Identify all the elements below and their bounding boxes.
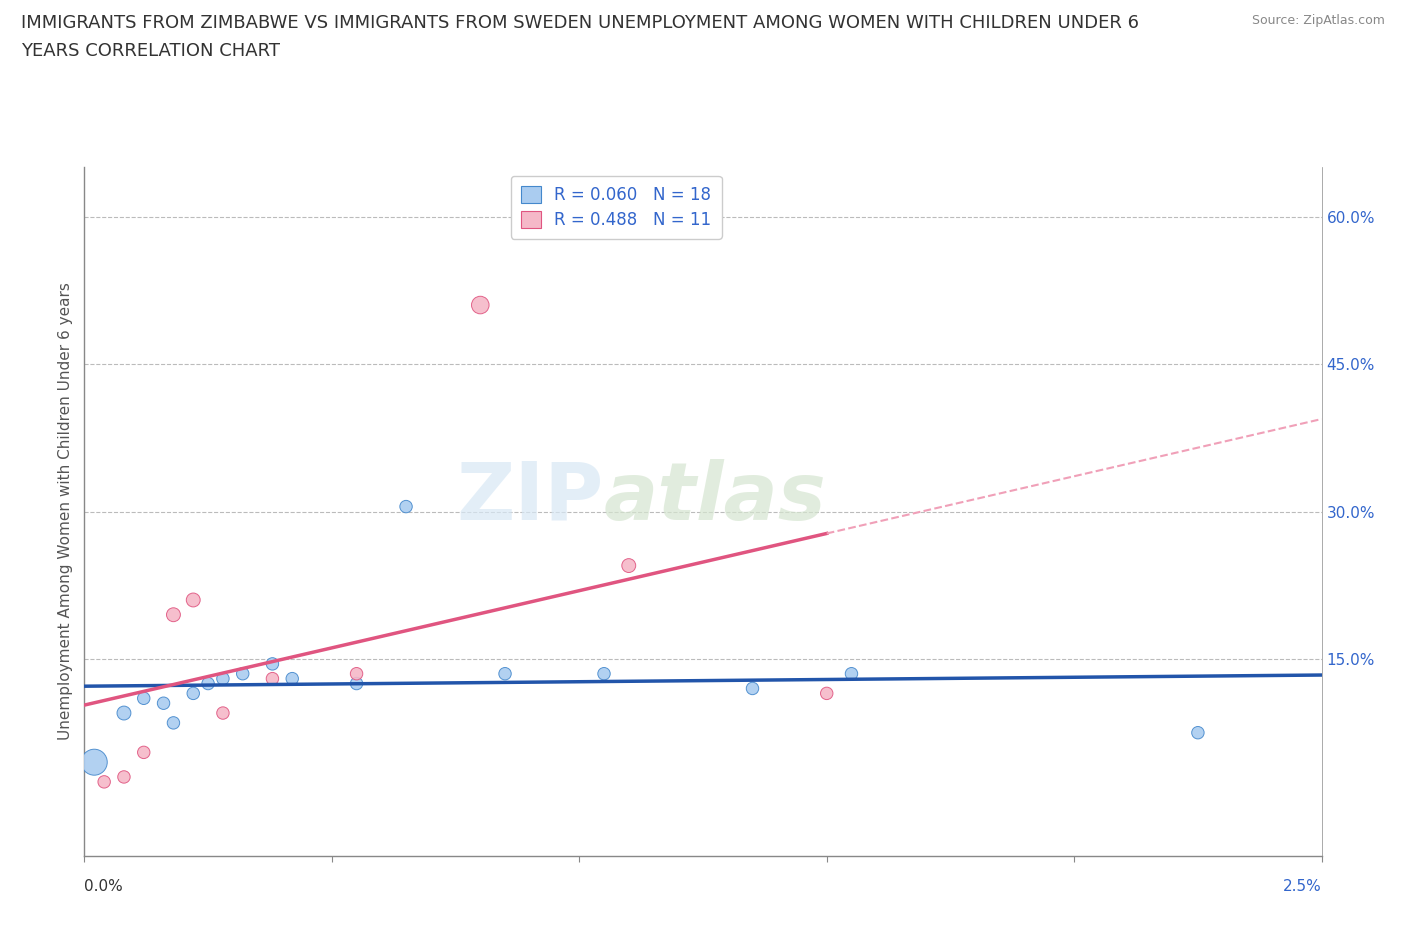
- Point: [741, 681, 763, 696]
- Point: [617, 558, 640, 573]
- Point: [470, 298, 492, 312]
- Point: [197, 676, 219, 691]
- Text: YEARS CORRELATION CHART: YEARS CORRELATION CHART: [21, 42, 280, 60]
- Point: [494, 666, 516, 681]
- Point: [841, 666, 863, 681]
- Point: [232, 666, 254, 681]
- Point: [212, 706, 235, 721]
- Point: [93, 775, 115, 790]
- Text: atlas: atlas: [605, 458, 827, 537]
- Text: IMMIGRANTS FROM ZIMBABWE VS IMMIGRANTS FROM SWEDEN UNEMPLOYMENT AMONG WOMEN WITH: IMMIGRANTS FROM ZIMBABWE VS IMMIGRANTS F…: [21, 14, 1139, 32]
- Point: [83, 755, 105, 770]
- Point: [346, 676, 368, 691]
- Legend: Immigrants from Zimbabwe, Immigrants from Sweden: Immigrants from Zimbabwe, Immigrants fro…: [450, 925, 956, 930]
- Point: [281, 671, 304, 686]
- Point: [132, 691, 155, 706]
- Point: [112, 706, 135, 721]
- Point: [593, 666, 616, 681]
- Point: [132, 745, 155, 760]
- Point: [815, 686, 838, 701]
- Point: [152, 696, 174, 711]
- Point: [181, 686, 204, 701]
- Point: [1187, 725, 1209, 740]
- Point: [262, 671, 284, 686]
- Point: [395, 499, 418, 514]
- Point: [181, 592, 204, 607]
- Text: 2.5%: 2.5%: [1282, 879, 1322, 894]
- Point: [112, 769, 135, 784]
- Point: [162, 607, 184, 622]
- Point: [346, 666, 368, 681]
- Point: [262, 657, 284, 671]
- Y-axis label: Unemployment Among Women with Children Under 6 years: Unemployment Among Women with Children U…: [58, 283, 73, 740]
- Point: [162, 715, 184, 730]
- Text: Source: ZipAtlas.com: Source: ZipAtlas.com: [1251, 14, 1385, 27]
- Text: 0.0%: 0.0%: [84, 879, 124, 894]
- Point: [212, 671, 235, 686]
- Text: ZIP: ZIP: [457, 458, 605, 537]
